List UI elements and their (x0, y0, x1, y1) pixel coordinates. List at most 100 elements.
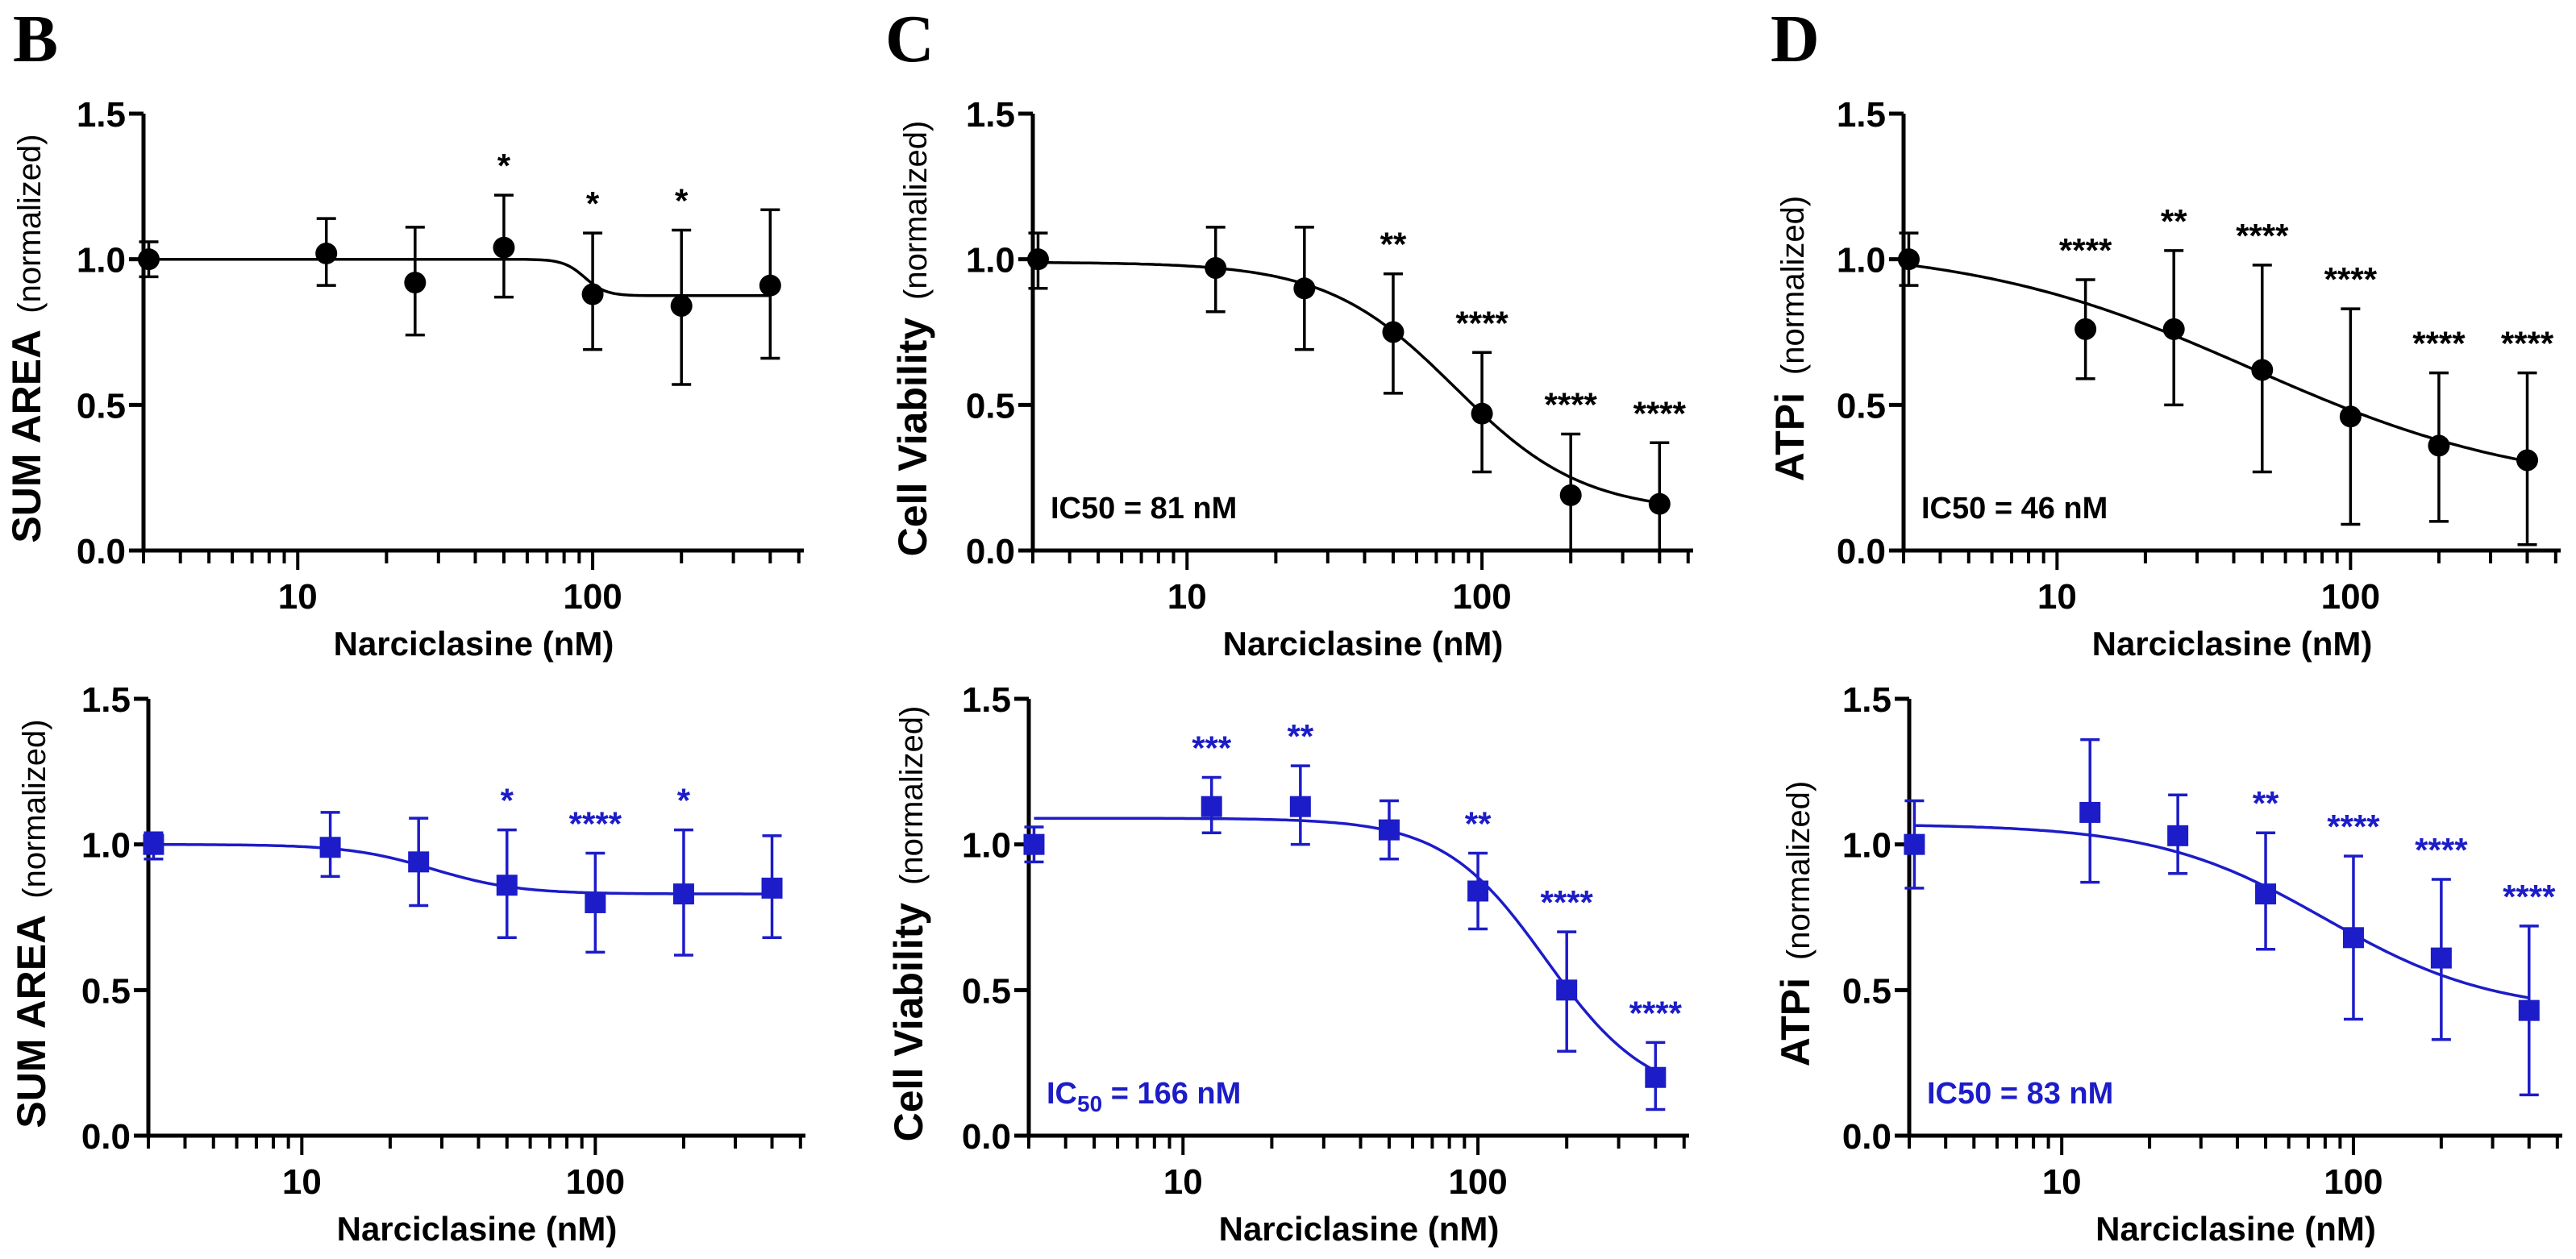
y-axis-title: SUM AREA (normalized) (9, 719, 54, 1128)
y-axis-title: ATPi (normalized) (1767, 196, 1812, 481)
y-tick-label: 1.5 (966, 95, 1015, 135)
ic50-subscript: 50 (1077, 1091, 1102, 1116)
x-axis-title: Narciclasine (nM) (2095, 1210, 2376, 1248)
y-axis-title-main: SUM AREA (4, 320, 49, 543)
significance-stars: **** (2415, 831, 2468, 869)
y-axis-title-main: SUM AREA (9, 905, 54, 1128)
y-axis-title-unit: (normalized) (12, 134, 48, 313)
data-point (2518, 999, 2540, 1021)
y-axis-title: Cell Viability (normalized) (890, 121, 935, 557)
x-axis-title: Narciclasine (nM) (1219, 1210, 1500, 1248)
data-point (1897, 248, 1920, 271)
plot-b-bottom: 0.0 0.5 1.0 1.5 10 100 Narciclasine (nM) SUM AR… (9, 680, 805, 1248)
y-axis-title-unit: (normalized) (894, 706, 930, 885)
fit-curve (1034, 816, 1657, 1073)
ic50-value: = 166 nM (1102, 1077, 1241, 1111)
data-point (404, 272, 427, 294)
significance-stars: **** (569, 805, 622, 843)
y-tick-label: 0.0 (966, 532, 1015, 571)
y-axis-title: ATPi (normalized) (1773, 781, 1818, 1066)
x-axis-title: Narciclasine (nM) (1223, 625, 1504, 663)
y-tick-label: 0.5 (966, 386, 1015, 426)
y-tick-label: 0.0 (1842, 1117, 1891, 1157)
y-axis-title-unit: (normalized) (1775, 196, 1811, 375)
y-tick-label: 0.5 (1842, 971, 1891, 1011)
plot-c-bottom: 0.0 0.5 1.0 1.5 10 100 Narciclasine (nM) Cell V… (886, 680, 1689, 1248)
data-point (2162, 318, 2185, 340)
data-point (493, 236, 515, 259)
data-point (2339, 405, 2362, 428)
data-point (1645, 1066, 1667, 1088)
significance-stars: **** (1629, 994, 1683, 1032)
x-tick-label: 10 (282, 1162, 322, 1202)
x-tick-label: 10 (2037, 577, 2077, 617)
y-tick-label: 1.0 (81, 826, 131, 866)
x-tick-label: 10 (2042, 1162, 2082, 1202)
significance-stars: ** (1287, 717, 1313, 755)
ic50-label: IC (1047, 1077, 1077, 1111)
data-point (496, 875, 518, 896)
data-point (1026, 248, 1049, 271)
data-point (1559, 484, 1582, 506)
y-tick-label: 0.0 (962, 1117, 1011, 1157)
data-point (2255, 883, 2277, 905)
significance-stars: **** (2324, 260, 2378, 298)
data-point (137, 248, 160, 271)
data-point (1023, 833, 1045, 855)
significance-stars: **** (2236, 217, 2289, 255)
data-point (315, 242, 338, 264)
data-point (670, 294, 693, 317)
x-tick-label: 100 (563, 577, 622, 617)
data-point (2428, 434, 2450, 457)
data-point (2075, 318, 2097, 340)
x-tick-label: 10 (278, 577, 318, 617)
y-tick-label: 0.5 (81, 971, 131, 1011)
significance-stars: **** (1545, 385, 1598, 423)
y-tick-label: 0.5 (77, 386, 126, 426)
data-point (585, 891, 606, 913)
data-point (319, 837, 341, 858)
ic50-annotation: IC50 = 81 nM (1051, 492, 1237, 526)
data-point (1378, 819, 1400, 841)
y-axis-title: SUM AREA (normalized) (4, 134, 49, 542)
data-point (1471, 402, 1493, 425)
ic50-annotation: IC50 = 83 nM (1927, 1077, 2113, 1111)
panel-letter-b: B (13, 2, 58, 77)
x-axis-title: Narciclasine (nM) (334, 625, 614, 663)
y-tick-label: 1.5 (1837, 95, 1886, 135)
plot-d-bottom: 0.0 0.5 1.0 1.5 10 100 Narciclasine (nM) ATPi (… (1773, 680, 2562, 1248)
significance-stars: **** (1633, 394, 1687, 432)
y-tick-label: 1.5 (81, 680, 131, 720)
y-tick-label: 1.0 (77, 241, 126, 280)
fit-curve (1914, 824, 2530, 999)
significance-stars: * (497, 147, 511, 185)
ic50-annotation: IC50 = 46 nM (1921, 492, 2108, 526)
x-axis-title: Narciclasine (nM) (2092, 625, 2373, 663)
plot-d-top: 0.0 0.5 1.0 1.5 10 100 Narciclasine (nM) ATPi (… (1767, 95, 2561, 663)
data-point (2516, 449, 2539, 472)
data-point (1205, 257, 1227, 280)
significance-stars: **** (2503, 878, 2556, 916)
significance-stars: * (501, 782, 514, 820)
data-point (2079, 801, 2101, 823)
significance-stars: * (675, 182, 689, 220)
data-point (581, 283, 604, 305)
data-point (1904, 833, 1925, 855)
fit-curve (153, 843, 772, 895)
significance-stars: ** (1465, 805, 1492, 843)
data-point (1382, 321, 1405, 343)
data-point (408, 851, 430, 873)
x-tick-label: 100 (2324, 1162, 2382, 1202)
y-tick-label: 0.0 (81, 1117, 131, 1157)
significance-stars: *** (1192, 729, 1232, 767)
data-point (2430, 947, 2452, 969)
significance-stars: **** (2412, 325, 2466, 363)
y-tick-label: 0.5 (962, 971, 1011, 1011)
panel-letter-c: C (885, 2, 934, 77)
y-tick-label: 1.0 (1837, 241, 1886, 280)
data-point (759, 274, 781, 297)
significance-stars: **** (2059, 231, 2112, 269)
data-point (143, 833, 164, 855)
data-point (1293, 277, 1316, 300)
data-point (1289, 796, 1311, 817)
